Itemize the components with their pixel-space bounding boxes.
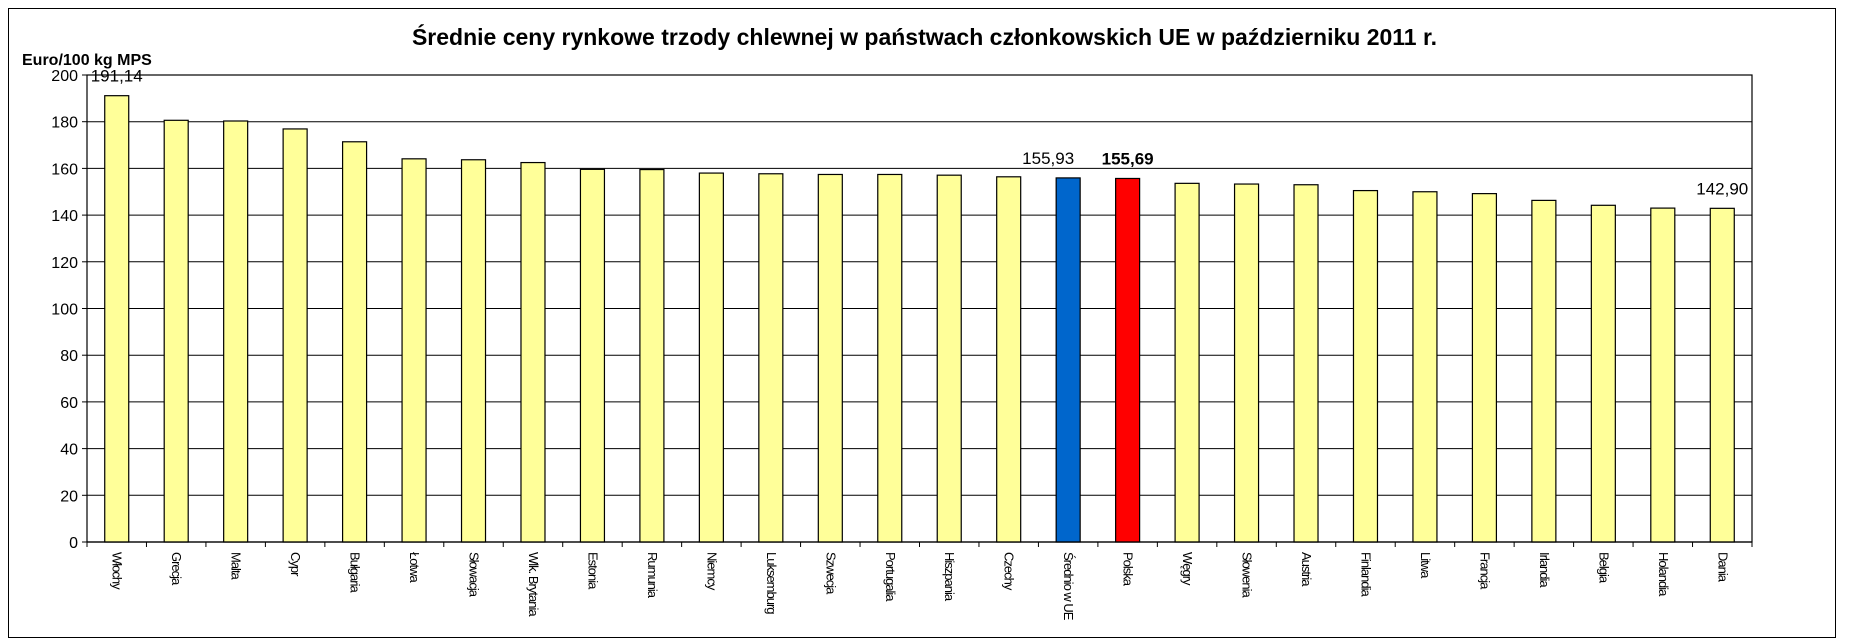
- bar: [520, 161, 546, 543]
- bar: [758, 173, 784, 543]
- x-tick-label: Słowacja: [467, 552, 482, 598]
- y-axis-ticks: 0 20 40 60 80 100 120 140 160 180 200: [51, 68, 87, 552]
- y-tick-label: 0: [69, 535, 78, 552]
- x-tick-label: Bułgaria: [348, 552, 363, 593]
- bar: [1352, 189, 1379, 543]
- x-tick-label: Wlk. Brytania: [526, 552, 541, 617]
- x-tick-label: Francja: [1477, 552, 1492, 590]
- bar: [163, 119, 189, 543]
- x-tick-label: Włochy: [110, 552, 125, 590]
- y-tick-label: 100: [51, 302, 78, 319]
- bar: [698, 172, 724, 543]
- bar: [639, 168, 665, 543]
- bar: [282, 128, 308, 543]
- bar: [223, 120, 249, 543]
- data-label: 155,69: [1102, 149, 1154, 168]
- x-tick-label: Polska: [1121, 552, 1136, 587]
- x-tick-label: Estonia: [585, 552, 600, 590]
- bar: [579, 168, 606, 543]
- x-tick-label: Cypr: [288, 552, 303, 577]
- bar: [1115, 177, 1141, 543]
- bar: [1471, 193, 1498, 543]
- bar: [936, 174, 962, 543]
- x-tick-label: Grecja: [169, 552, 184, 586]
- x-tick-label: Słowenia: [1240, 552, 1255, 599]
- bar: [1412, 191, 1438, 543]
- x-tick-label: Belgia: [1596, 552, 1611, 584]
- bar: [1233, 183, 1260, 543]
- data-label: 155,93: [1022, 149, 1074, 168]
- x-tick-label: Luksemburg: [764, 552, 779, 614]
- bar: [817, 173, 843, 543]
- y-axis-label: Euro/100 kg MPS: [22, 52, 152, 69]
- y-tick-label: 20: [60, 488, 78, 505]
- x-tick-label: Szwecja: [823, 552, 838, 595]
- bar: [1293, 184, 1319, 543]
- data-label: 191,14: [91, 67, 143, 86]
- bar: [1709, 207, 1735, 543]
- gridlines: [87, 74, 1752, 543]
- y-tick-label: 60: [60, 395, 78, 412]
- bar: [460, 159, 487, 543]
- y-tick-label: 120: [51, 255, 78, 272]
- bar: [1531, 199, 1557, 543]
- x-tick-label: Hiszpania: [942, 552, 957, 602]
- x-tick-label: Portugalia: [883, 552, 898, 602]
- y-tick-label: 40: [60, 442, 78, 459]
- y-tick-label: 200: [51, 68, 78, 85]
- x-tick-label: Średnio w UE: [1061, 552, 1076, 621]
- data-labels: 191,14 155,93 155,69 142,90: [91, 67, 1749, 199]
- x-axis-labels: Włochy Grecja Malta Cypr Bułgaria Łotwa Słowac…: [86, 542, 1753, 621]
- x-tick-label: Rumunia: [645, 552, 660, 599]
- x-tick-label: Holandia: [1656, 552, 1671, 597]
- x-tick-label: Czechy: [1002, 552, 1017, 591]
- x-tick-label: Irlandia: [1537, 552, 1552, 588]
- x-tick-label: Finlandia: [1358, 552, 1373, 598]
- y-tick-label: 160: [51, 161, 78, 178]
- x-tick-label: Niemcy: [704, 552, 719, 591]
- bar: [341, 141, 368, 543]
- bar: [1174, 182, 1200, 543]
- bar: [996, 176, 1022, 543]
- y-tick-label: 80: [60, 348, 78, 365]
- bar: [104, 95, 130, 543]
- x-tick-label: Litwa: [1418, 552, 1433, 579]
- x-tick-label: Węgry: [1180, 552, 1195, 586]
- x-tick-label: Łotwa: [407, 552, 422, 583]
- data-label: 142,90: [1696, 179, 1748, 198]
- y-tick-label: 140: [51, 208, 78, 225]
- x-tick-label: Dania: [1715, 552, 1730, 583]
- bar: [401, 158, 427, 543]
- bar: [1055, 177, 1081, 543]
- y-tick-label: 180: [51, 115, 78, 132]
- x-tick-label: Malta: [229, 552, 244, 581]
- plot-area: [86, 74, 1753, 543]
- bar: [1590, 204, 1616, 543]
- bar: [877, 173, 903, 543]
- x-tick-label: Austria: [1299, 552, 1314, 587]
- bars: [104, 95, 1735, 543]
- bar: [1650, 207, 1676, 543]
- chart-title: Średnie ceny rynkowe trzody chlewnej w p…: [411, 24, 1438, 50]
